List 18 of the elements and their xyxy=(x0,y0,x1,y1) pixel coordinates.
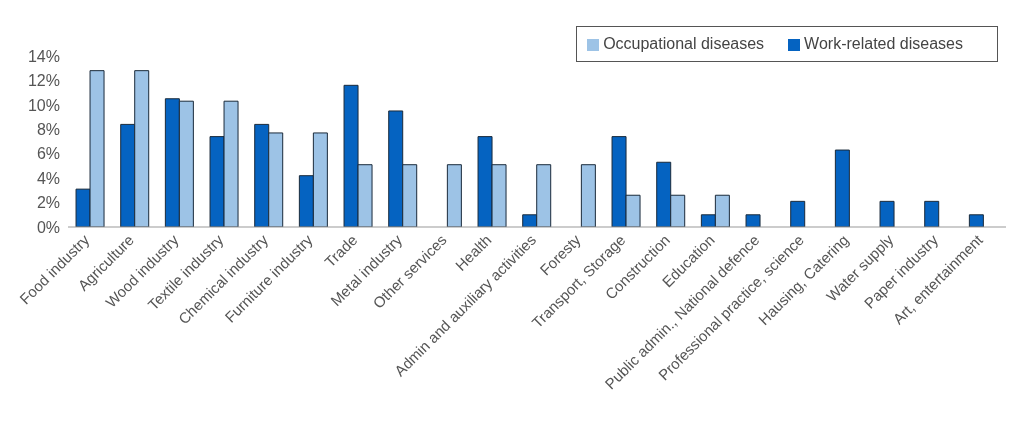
legend-label: Work-related diseases xyxy=(804,35,963,52)
y-tick-label: 6% xyxy=(36,145,60,163)
bar xyxy=(790,200,806,227)
y-tick-label: 2% xyxy=(36,194,60,212)
bar xyxy=(446,164,462,227)
bar xyxy=(924,200,940,227)
bar xyxy=(879,200,895,227)
y-tick-label: 12% xyxy=(27,72,60,90)
bar xyxy=(745,214,761,227)
y-tick-label: 4% xyxy=(36,169,60,187)
bar xyxy=(968,214,984,227)
y-tick-label: 0% xyxy=(36,218,60,236)
y-tick-label: 8% xyxy=(36,120,60,138)
y-tick-label: 10% xyxy=(27,96,60,114)
y-tick-label: 14% xyxy=(27,47,60,65)
bar xyxy=(580,164,596,227)
bar xyxy=(834,149,850,227)
legend-label: Occupational diseases xyxy=(603,35,765,52)
